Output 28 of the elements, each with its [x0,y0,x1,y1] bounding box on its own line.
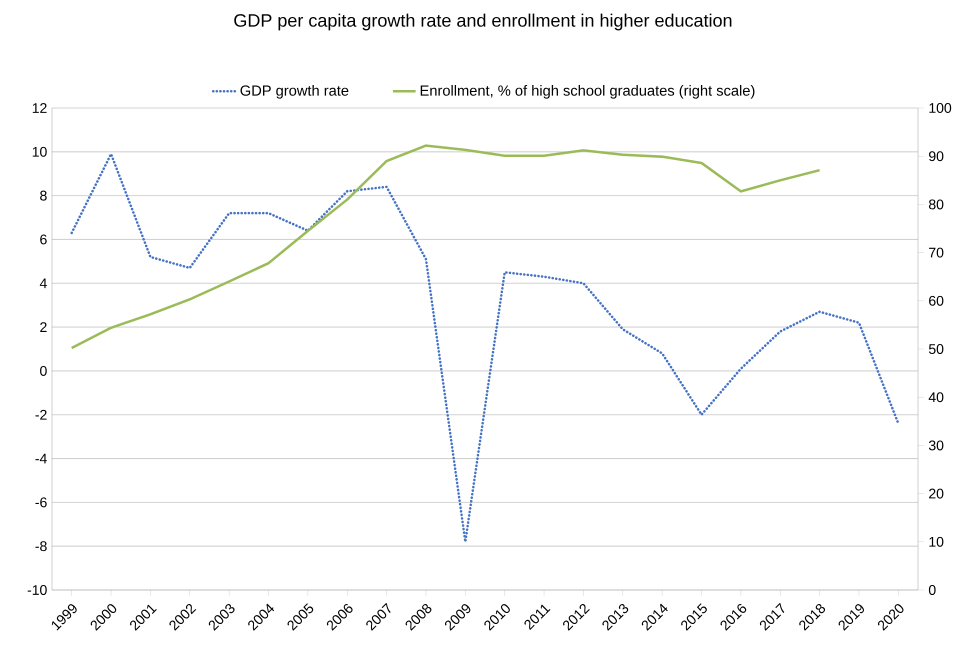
y-tick-label: -2 [35,410,47,420]
y2-tick-label: 80 [928,199,944,210]
y2-tick-label: 40 [928,392,944,402]
y-tick-label: -4 [35,454,47,464]
y-tick-label: 8 [40,190,47,201]
y-tick-label: 4 [40,278,47,288]
y2-tick-label: 100 [929,103,952,113]
y2-tick-label: 30 [928,440,944,450]
y2-tick-label: 60 [929,296,944,306]
legend-label: Enrollment, % of high school graduates (right scale) [420,84,754,99]
y-tick-label: 0 [40,366,47,376]
line-series [70,144,821,350]
y-tick-label: 6 [40,234,47,244]
line-series [70,152,900,544]
y2-tick-label: 0 [928,585,936,595]
y-tick-label: -6 [35,497,47,508]
y-tick-label: 10 [32,146,47,157]
y2-tick-label: 10 [929,536,944,547]
y2-tick-label: 90 [929,151,944,162]
y-tick-label: 12 [32,103,47,113]
legend-label: GDP growth rate [240,84,348,99]
y-tick-label: -10 [28,585,47,595]
y-tick-label: -8 [35,541,47,552]
y-tick-label: 2 [40,322,47,332]
chart-title: GDP per capita growth rate and enrollment in higher education [234,14,732,30]
y2-tick-label: 70 [929,248,944,258]
y2-tick-label: 20 [929,488,944,499]
y2-tick-label: 50 [928,344,944,354]
